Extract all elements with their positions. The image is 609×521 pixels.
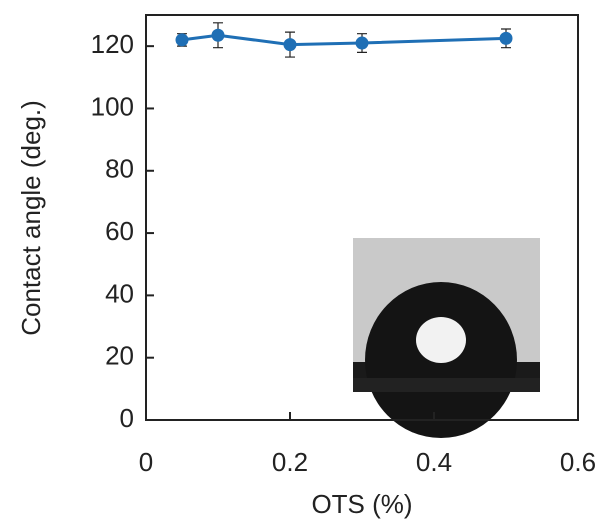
- y-axis-label: Contact angle (deg.): [16, 100, 46, 336]
- y-tick-label: 120: [91, 29, 134, 59]
- x-tick-label: 0.6: [560, 447, 596, 477]
- x-axis-label: OTS (%): [311, 489, 412, 519]
- x-tick-label: 0.2: [272, 447, 308, 477]
- data-line: [181, 33, 507, 47]
- data-point: [283, 38, 297, 52]
- y-tick-label: 100: [91, 91, 134, 121]
- y-tick-label: 20: [105, 341, 134, 371]
- data-point: [499, 31, 513, 45]
- y-tick-label: 80: [105, 154, 134, 184]
- data-point: [175, 33, 189, 47]
- inset-photo: [353, 238, 540, 438]
- data-point: [355, 36, 369, 50]
- x-tick-label: 0.4: [416, 447, 452, 477]
- plot-frame: [145, 14, 579, 421]
- data-point: [211, 28, 225, 42]
- y-tick-label: 40: [105, 278, 134, 308]
- y-tick-label: 0: [120, 403, 134, 433]
- y-tick-label: 60: [105, 216, 134, 246]
- x-tick-label: 0: [139, 447, 153, 477]
